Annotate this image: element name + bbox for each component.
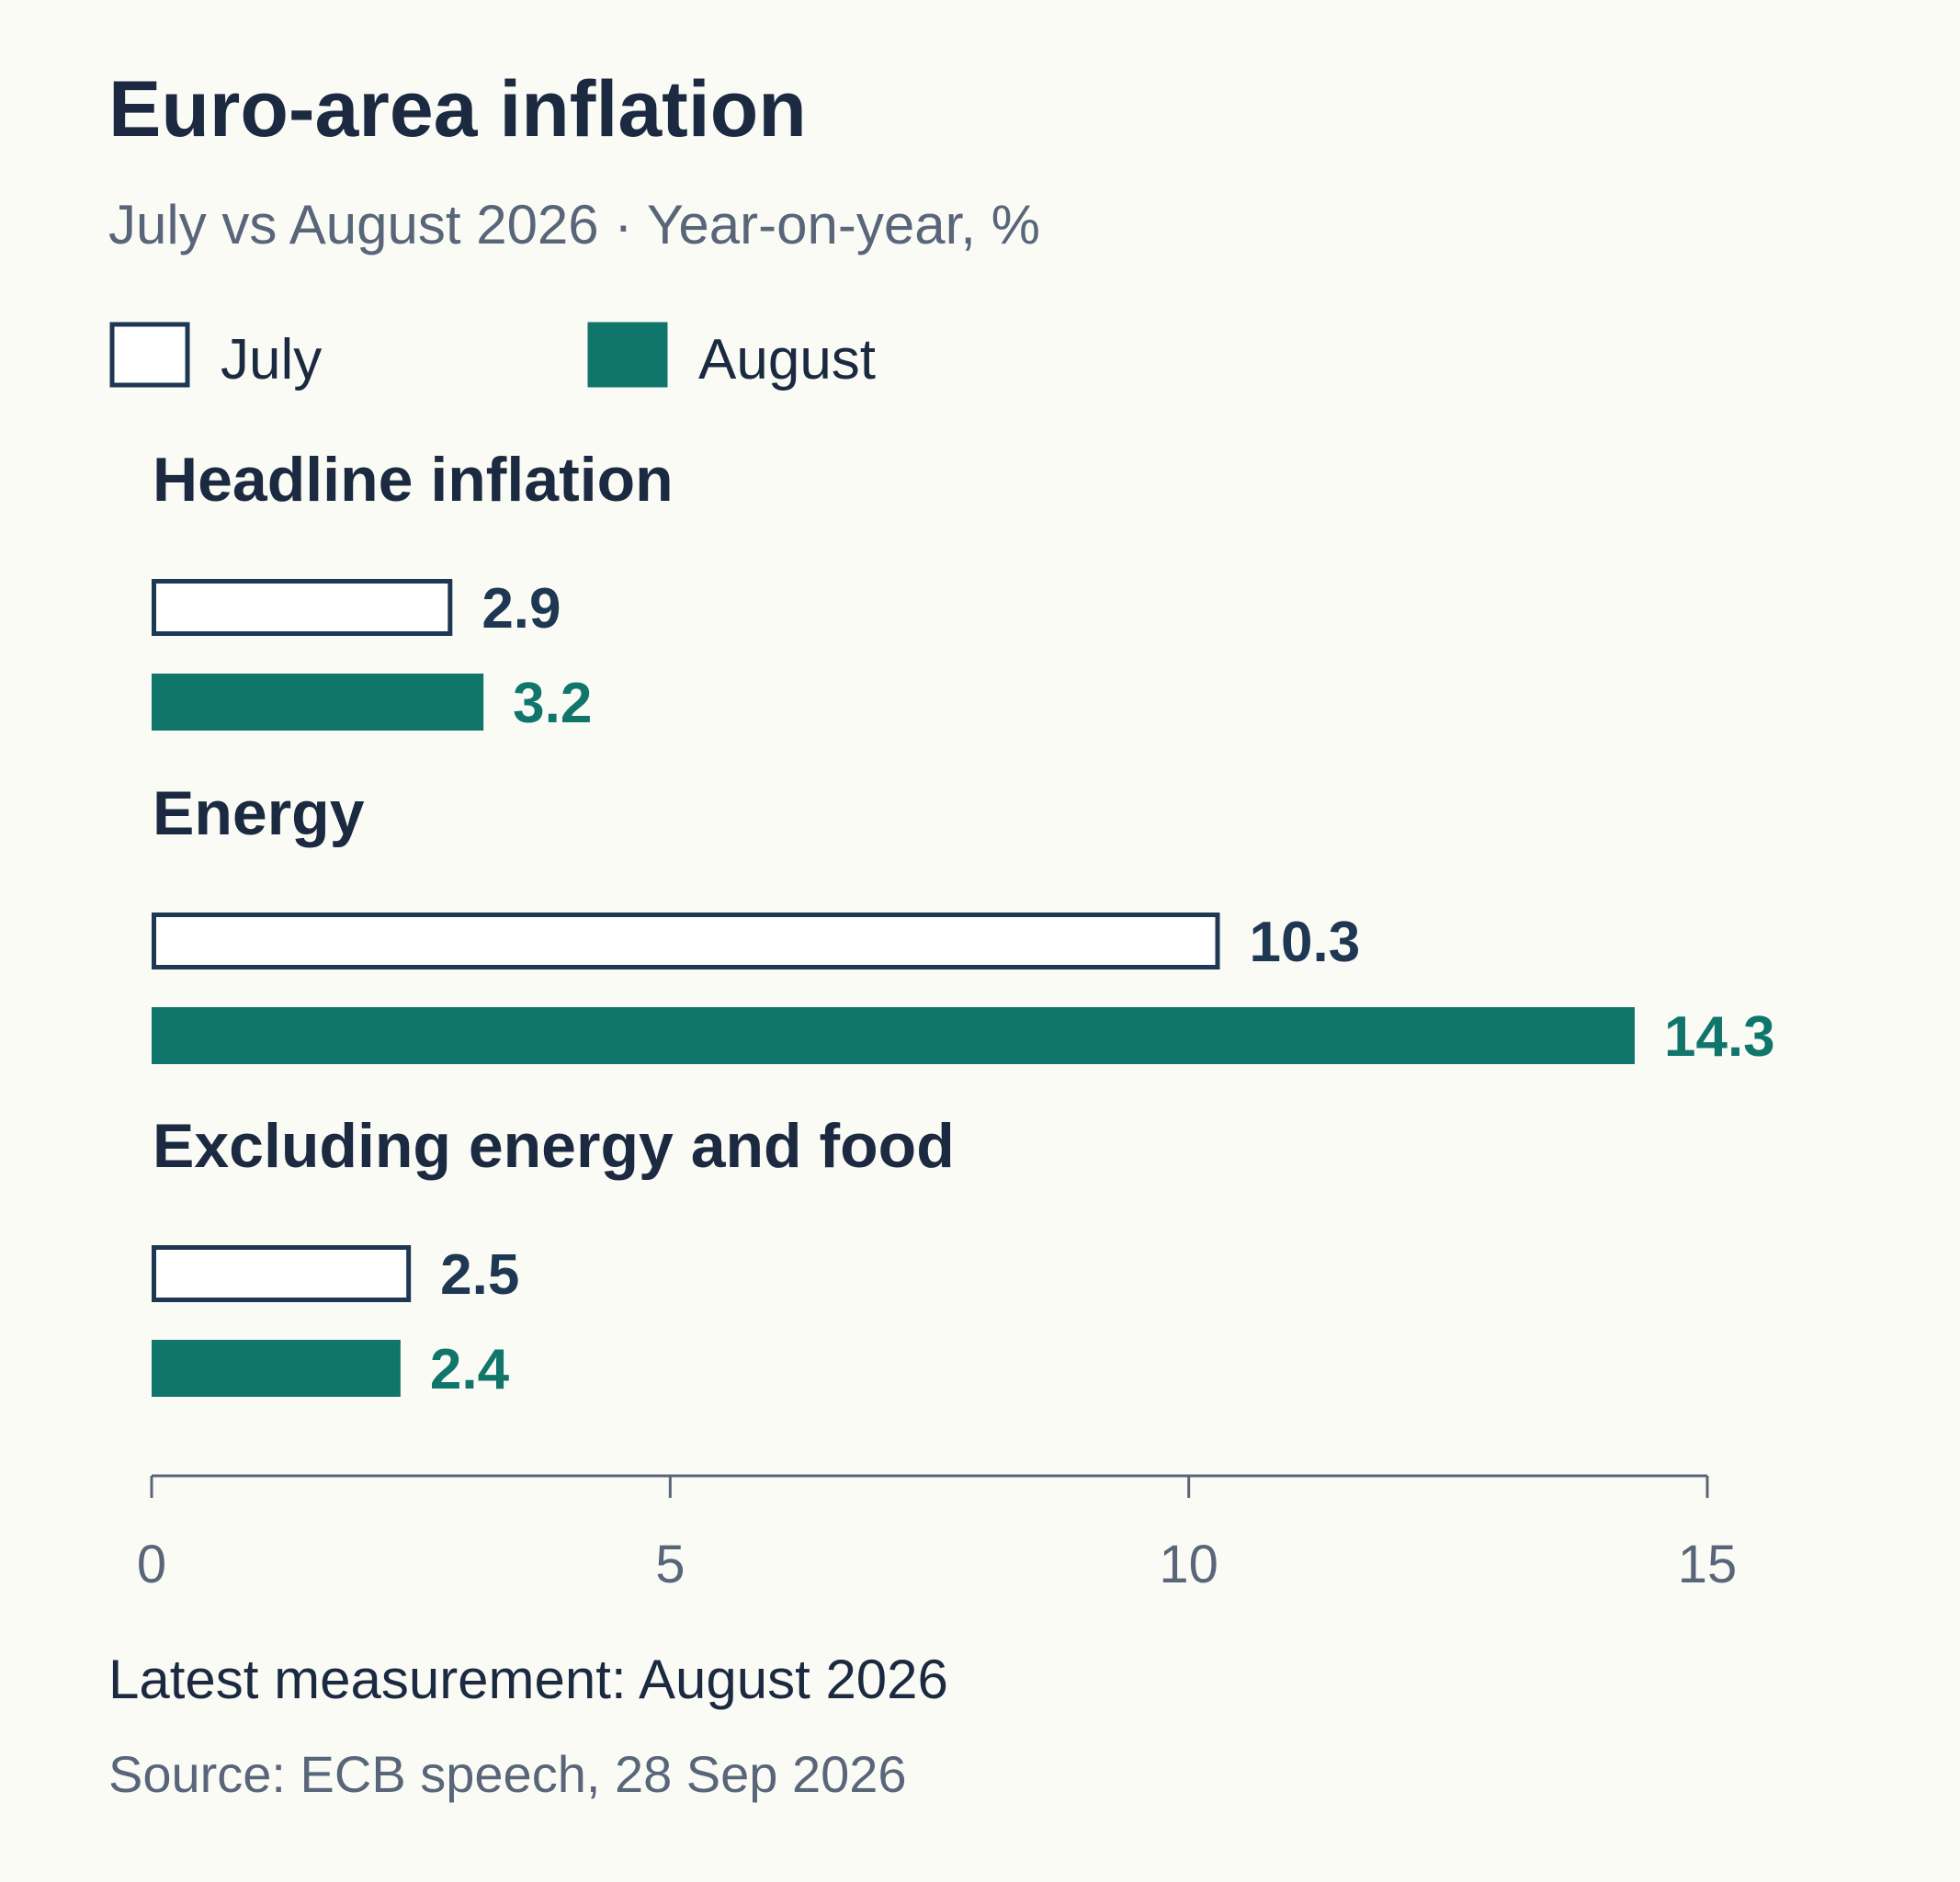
footer-note: Latest measurement: August 2026 bbox=[108, 1649, 948, 1710]
legend-swatch-july bbox=[109, 322, 190, 388]
bar-july bbox=[152, 1245, 412, 1302]
data-label-july: 2.5 bbox=[440, 1243, 519, 1307]
x-tick-label: 5 bbox=[655, 1535, 685, 1594]
data-label-august: 2.4 bbox=[430, 1338, 510, 1401]
category-label: Excluding energy and food bbox=[153, 1111, 955, 1181]
x-tick-label: 15 bbox=[1678, 1535, 1738, 1594]
category-group: Headline inflation 2.9 3.2 bbox=[152, 445, 674, 735]
bar-august bbox=[152, 1007, 1635, 1064]
bar-groups: Headline inflation 2.9 3.2 Energy 10.3 14.3 Ex… bbox=[152, 445, 1775, 1401]
bar-august bbox=[152, 674, 484, 731]
legend-swatch-august bbox=[587, 322, 668, 388]
bar-august bbox=[152, 1340, 401, 1397]
chart-title: Euro-area inflation bbox=[108, 65, 807, 153]
legend-item-july: July bbox=[109, 322, 322, 391]
category-label: Energy bbox=[153, 778, 365, 848]
bar-july bbox=[152, 579, 453, 636]
category-group: Energy 10.3 14.3 bbox=[152, 778, 1775, 1069]
legend-label-august: August bbox=[698, 328, 876, 391]
category-group: Excluding energy and food 2.5 2.4 bbox=[152, 1111, 955, 1401]
footer-source: Source: ECB speech, 28 Sep 2026 bbox=[108, 1745, 907, 1803]
bar-july bbox=[152, 913, 1220, 969]
x-tick-label: 0 bbox=[137, 1535, 166, 1594]
legend-item-august: August bbox=[587, 322, 876, 391]
data-label-july: 2.9 bbox=[482, 577, 561, 641]
data-label-july: 10.3 bbox=[1250, 911, 1361, 974]
legend-label-july: July bbox=[221, 328, 322, 391]
x-tick-label: 10 bbox=[1159, 1535, 1218, 1594]
data-label-august: 3.2 bbox=[513, 672, 592, 735]
legend: July August bbox=[109, 322, 876, 391]
chart-subtitle: July vs August 2026 · Year-on-year, % bbox=[108, 194, 1040, 255]
x-axis: 0 5 10 15 bbox=[137, 1474, 1738, 1594]
data-label-august: 14.3 bbox=[1664, 1005, 1775, 1069]
category-label: Headline inflation bbox=[153, 445, 674, 515]
